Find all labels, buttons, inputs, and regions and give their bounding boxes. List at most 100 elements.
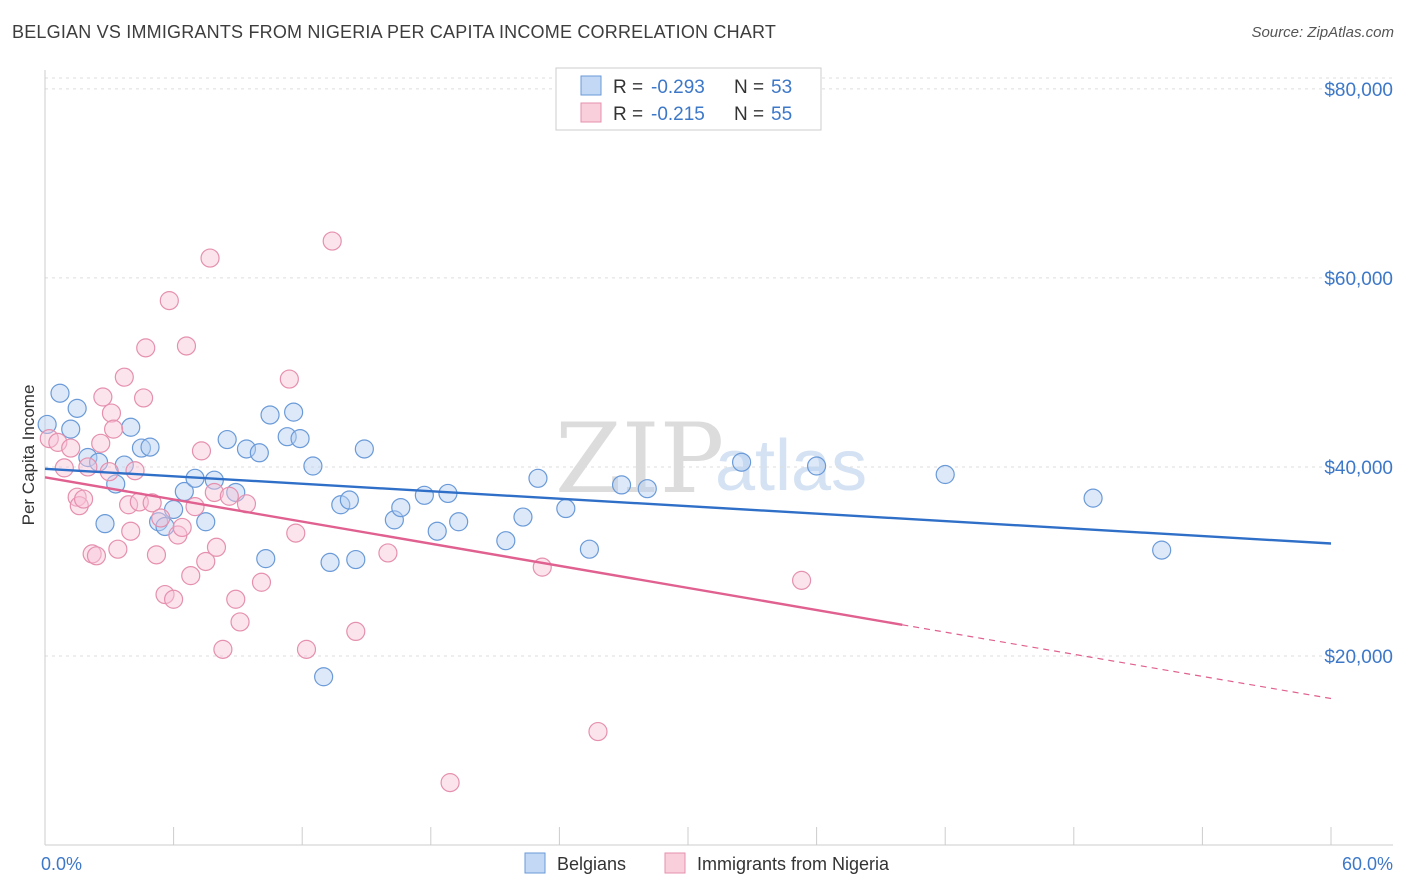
watermark-atlas: atlas bbox=[715, 426, 867, 506]
point-nigeria bbox=[136, 338, 156, 358]
point-nigeria bbox=[78, 457, 98, 477]
point-nigeria bbox=[286, 523, 306, 543]
watermark-zip: ZIP bbox=[555, 403, 724, 515]
series-legend: Belgians Immigrants from Nigeria bbox=[524, 852, 890, 874]
point-belgians bbox=[528, 468, 548, 488]
point-nigeria bbox=[54, 458, 74, 478]
point-nigeria bbox=[200, 248, 220, 268]
bottom-legend-swatch-nigeria bbox=[664, 852, 686, 874]
point-belgians bbox=[731, 452, 752, 472]
point-belgians bbox=[346, 549, 366, 570]
point-nigeria bbox=[86, 546, 107, 566]
point-nigeria bbox=[181, 566, 201, 586]
source-credit: Source: ZipAtlas.com bbox=[1251, 24, 1394, 41]
point-nigeria bbox=[164, 589, 184, 609]
point-belgians bbox=[61, 419, 81, 439]
point-belgians bbox=[806, 456, 827, 476]
point-belgians bbox=[249, 443, 269, 463]
point-belgians bbox=[513, 507, 533, 527]
bottom-legend-label-nigeria: Immigrants from Nigeria bbox=[697, 854, 890, 874]
point-belgians bbox=[935, 464, 955, 485]
point-belgians bbox=[427, 521, 447, 541]
legend-swatch-nigeria bbox=[580, 102, 602, 123]
point-nigeria bbox=[196, 551, 216, 572]
legend-r-label-2: R = bbox=[613, 104, 643, 125]
point-nigeria bbox=[142, 493, 162, 513]
x-tick-label: 60.0% bbox=[1342, 854, 1393, 874]
point-nigeria bbox=[791, 570, 812, 590]
point-nigeria bbox=[146, 545, 167, 565]
x-tick-label: 0.0% bbox=[41, 854, 82, 874]
point-belgians bbox=[611, 475, 632, 495]
legend-swatch-belgians bbox=[580, 75, 602, 96]
point-belgians bbox=[320, 552, 340, 573]
point-nigeria bbox=[93, 387, 113, 407]
point-belgians bbox=[579, 539, 600, 559]
point-belgians bbox=[50, 383, 70, 403]
point-belgians bbox=[290, 428, 310, 449]
point-nigeria bbox=[206, 537, 227, 557]
data-points bbox=[37, 231, 1172, 793]
point-nigeria bbox=[588, 721, 608, 742]
point-nigeria bbox=[61, 438, 81, 458]
point-nigeria bbox=[185, 497, 205, 517]
point-nigeria bbox=[322, 231, 342, 251]
legend-r-label-1: R = bbox=[613, 77, 643, 98]
point-nigeria bbox=[279, 369, 299, 389]
point-nigeria bbox=[296, 639, 317, 659]
point-nigeria bbox=[251, 572, 272, 592]
trend-lines bbox=[44, 467, 1332, 700]
point-belgians bbox=[314, 667, 334, 687]
point-belgians bbox=[140, 437, 160, 457]
y-tick-label: $80,000 bbox=[1324, 80, 1393, 101]
y-tick-label: $40,000 bbox=[1324, 458, 1393, 479]
point-belgians bbox=[339, 490, 359, 510]
legend-r-value-1: -0.293 bbox=[651, 77, 705, 98]
tick-labels: $20,000 $40,000 $60,000 $80,000 0.0% 60.0% bbox=[41, 80, 1393, 874]
point-belgians bbox=[67, 398, 87, 418]
point-nigeria bbox=[101, 403, 122, 423]
chart-title: BELGIAN VS IMMIGRANTS FROM NIGERIA PER C… bbox=[12, 22, 777, 42]
point-belgians bbox=[260, 405, 280, 425]
point-belgians bbox=[384, 510, 404, 530]
point-belgians bbox=[95, 514, 115, 534]
point-nigeria bbox=[176, 336, 197, 356]
point-nigeria bbox=[103, 419, 124, 439]
legend-n-label-1: N = bbox=[734, 77, 764, 98]
trend-line-nigeria bbox=[44, 476, 903, 626]
point-nigeria bbox=[108, 539, 128, 559]
point-belgians bbox=[391, 497, 411, 518]
point-nigeria bbox=[219, 486, 239, 506]
gridlines bbox=[45, 77, 1393, 657]
point-nigeria bbox=[125, 461, 145, 481]
point-nigeria bbox=[204, 482, 224, 503]
point-belgians bbox=[449, 512, 469, 532]
point-nigeria bbox=[226, 589, 246, 609]
point-belgians bbox=[354, 439, 374, 459]
y-tick-label: $20,000 bbox=[1324, 647, 1393, 668]
point-nigeria bbox=[159, 291, 179, 311]
bottom-legend-swatch-belgians bbox=[524, 852, 546, 874]
point-nigeria bbox=[440, 773, 460, 793]
trend-line-nigeria-extension bbox=[902, 624, 1332, 700]
stats-legend: R = -0.293 N = 53 R = -0.215 N = 55 bbox=[555, 67, 822, 131]
point-belgians bbox=[496, 531, 516, 551]
legend-n-value-2: 55 bbox=[771, 104, 792, 125]
point-nigeria bbox=[114, 367, 134, 387]
point-nigeria bbox=[133, 388, 154, 408]
trend-line-belgians bbox=[44, 467, 1332, 545]
point-nigeria bbox=[118, 495, 139, 515]
legend-r-value-2: -0.215 bbox=[651, 104, 705, 125]
point-belgians bbox=[556, 498, 576, 519]
point-nigeria bbox=[191, 441, 212, 461]
bottom-legend-label-belgians: Belgians bbox=[557, 854, 626, 874]
point-nigeria bbox=[151, 508, 171, 528]
point-nigeria bbox=[91, 433, 111, 453]
point-belgians bbox=[1083, 488, 1103, 508]
point-belgians bbox=[637, 479, 657, 499]
legend-n-label-2: N = bbox=[734, 104, 764, 125]
y-tick-label: $60,000 bbox=[1324, 269, 1393, 290]
point-belgians bbox=[414, 485, 434, 505]
point-nigeria bbox=[213, 639, 233, 659]
